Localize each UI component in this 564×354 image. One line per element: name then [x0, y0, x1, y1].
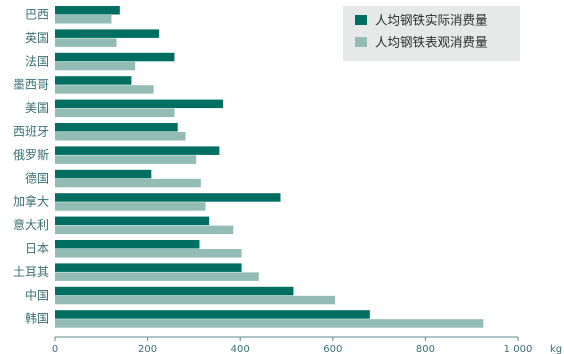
bar-actual-6: [55, 146, 220, 155]
bar-actual-9: [55, 216, 210, 226]
bar-actual-2: [55, 52, 175, 62]
bar-apparent-13: [55, 319, 484, 328]
category-label: 西班牙: [13, 125, 49, 139]
x-tick-label: 1 000: [504, 344, 533, 354]
legend-background: [343, 6, 520, 61]
bar-apparent-12: [55, 295, 336, 305]
x-tick-label: 600: [323, 344, 342, 354]
x-axis-ticks: 0 200 400 600 800 1 000: [52, 337, 533, 354]
x-tick-label: 0: [52, 344, 58, 354]
legend-label: 人均钢铁实际消费量: [375, 13, 488, 28]
bar-apparent-8: [55, 202, 206, 211]
bar-actual-11: [55, 263, 242, 272]
category-label: 德国: [25, 170, 49, 185]
category-label: 巴西: [25, 8, 49, 22]
bar-actual-1: [55, 29, 160, 38]
category-label: 墨西哥: [13, 78, 49, 92]
category-label: 美国: [25, 101, 49, 115]
x-tick-label: 800: [416, 344, 435, 354]
bar-actual-0: [55, 6, 120, 15]
bar-actual-10: [55, 240, 200, 249]
category-label: 日本: [25, 242, 49, 256]
bar-actual-3: [55, 76, 132, 85]
legend-swatch: [355, 37, 367, 47]
bar-apparent-10: [55, 249, 242, 258]
legend-swatch: [355, 15, 367, 25]
category-label: 韩国: [25, 311, 49, 326]
category-label: 英国: [25, 31, 49, 45]
bar-actual-13: [55, 310, 370, 319]
bar-apparent-0: [55, 15, 112, 24]
category-label: 法国: [25, 54, 49, 68]
bar-actual-8: [55, 193, 281, 202]
bar-apparent-7: [55, 178, 201, 188]
bar-actual-4: [55, 99, 224, 109]
x-axis-unit: kg: [550, 344, 562, 354]
bar-apparent-5: [55, 132, 186, 141]
category-label: 土耳其: [13, 265, 49, 279]
legend-label: 人均钢铁表观消费量: [375, 35, 488, 50]
bar-apparent-11: [55, 272, 259, 281]
bar-apparent-9: [55, 225, 234, 235]
category-label: 意大利: [13, 217, 49, 232]
x-tick-label: 200: [138, 344, 157, 354]
bar-actual-12: [55, 286, 294, 296]
bar-actual-7: [55, 169, 152, 179]
bar-actual-5: [55, 123, 178, 132]
bars-group: [55, 6, 484, 328]
x-tick-label: 400: [231, 344, 250, 354]
category-label: 中国: [25, 287, 49, 302]
category-label: 加拿大: [13, 194, 49, 209]
bar-apparent-2: [55, 61, 136, 71]
bar-apparent-3: [55, 85, 154, 94]
bar-apparent-6: [55, 155, 197, 164]
category-label: 俄罗斯: [13, 148, 49, 162]
bar-apparent-1: [55, 38, 117, 47]
bar-apparent-4: [55, 108, 175, 118]
